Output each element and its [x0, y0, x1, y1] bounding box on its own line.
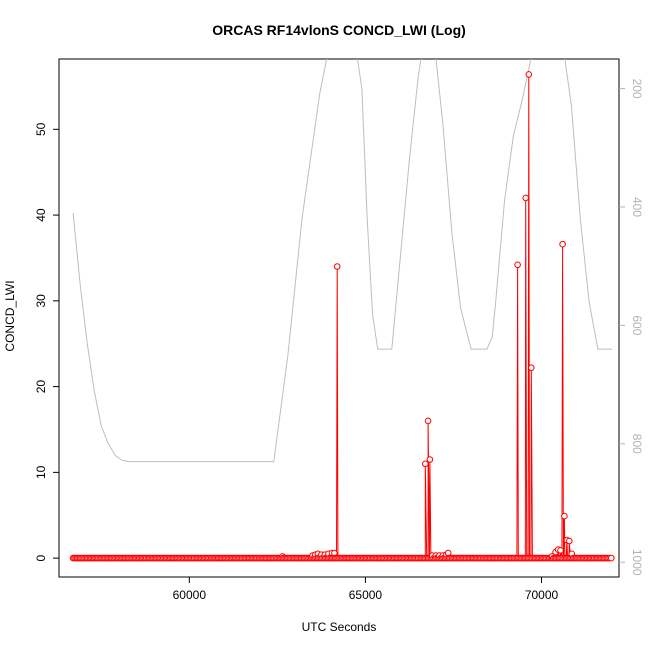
data-point — [514, 261, 521, 269]
data-point — [522, 194, 530, 202]
y-tick-label: 20 — [34, 380, 48, 394]
y2-tick-label: 800 — [630, 434, 644, 454]
y-tick-label: 30 — [34, 294, 48, 308]
y2-tick-label: 200 — [630, 79, 644, 99]
y2-tick-label: 600 — [630, 315, 644, 335]
y-tick-label: 10 — [34, 465, 48, 479]
series-line — [73, 74, 612, 560]
data-point — [422, 460, 429, 468]
data-point — [333, 263, 341, 270]
chart-title: ORCAS RF14vlonS CONCD_LWI (Log) — [212, 22, 466, 38]
data-point — [426, 456, 434, 463]
data-point — [566, 537, 573, 545]
plot-frame — [58, 58, 620, 578]
x-tick-label: 65000 — [349, 588, 383, 602]
data-point — [561, 512, 568, 520]
secondary-series-line — [72, 59, 612, 463]
y-tick-label: 50 — [34, 122, 48, 136]
data-point — [525, 71, 533, 78]
secondary-series-layer — [72, 59, 612, 463]
series-layer — [69, 71, 615, 562]
y2-tick-label: 1000 — [630, 549, 644, 576]
data-point — [424, 417, 432, 425]
x-axis-label: UTC Seconds — [302, 620, 377, 634]
data-point — [557, 547, 564, 554]
data-point — [608, 554, 615, 562]
y-axis-label: CONCD_LWI — [3, 280, 17, 351]
x-tick-label: 60000 — [173, 588, 207, 602]
data-point — [559, 240, 566, 248]
axes-layer: 60000 65000 70000 0 10 20 30 40 50 200 400 600 800 10… — [34, 79, 644, 602]
y-tick-label: 40 — [34, 208, 48, 222]
data-point — [528, 364, 535, 372]
x-tick-label: 70000 — [525, 588, 559, 602]
y2-tick-label: 400 — [630, 197, 644, 217]
y-tick-label: 0 — [34, 554, 48, 561]
